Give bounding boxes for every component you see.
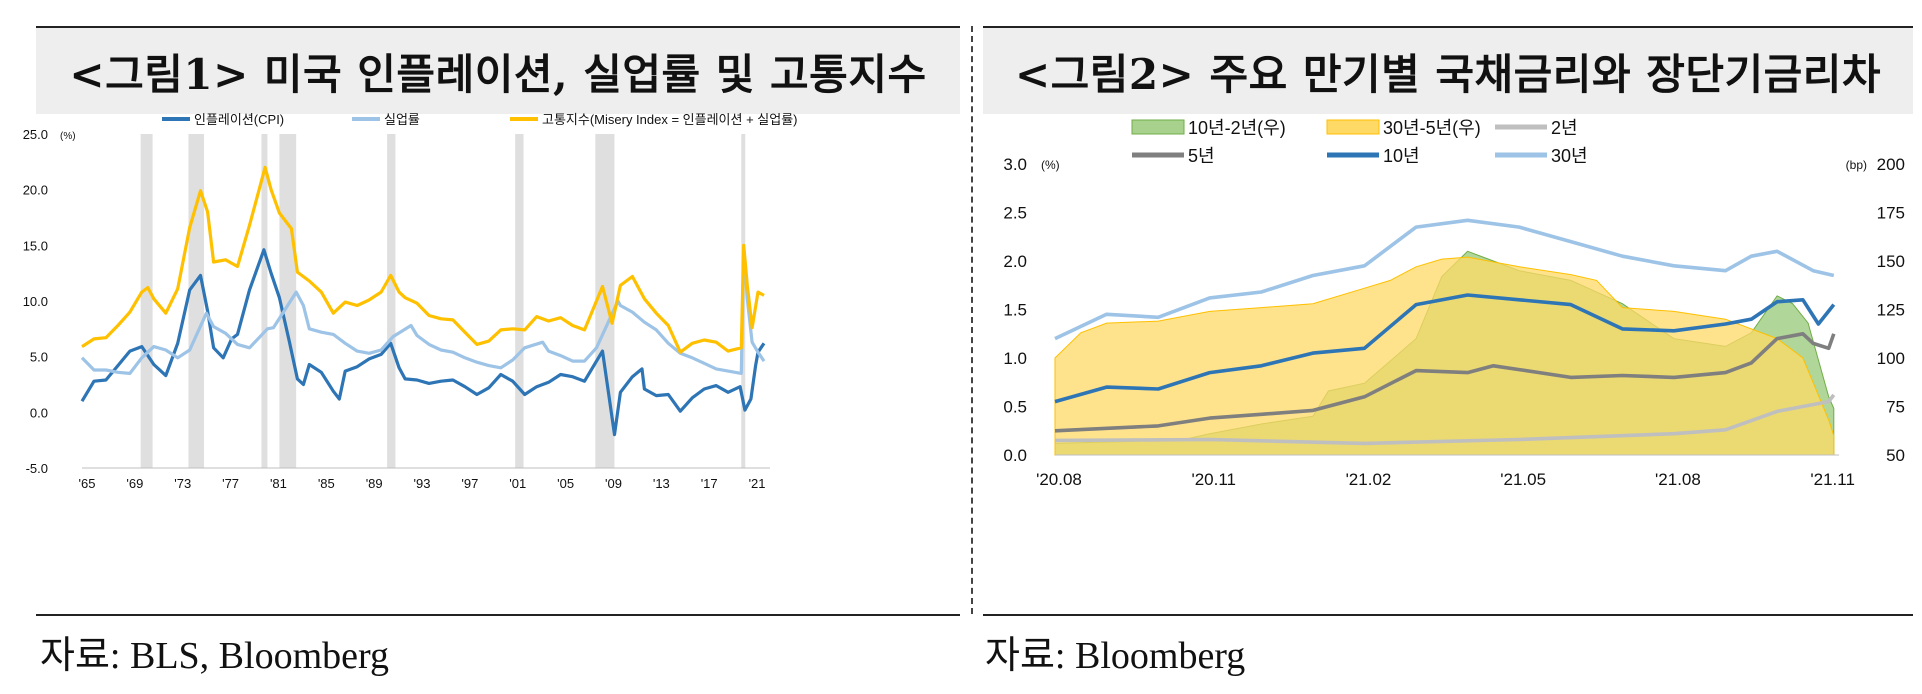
y-tick-label-5-0: -5.0 — [26, 461, 48, 476]
x-tick-label-97: '97 — [461, 476, 478, 491]
y-tick-label-20-0: 20.0 — [23, 183, 48, 198]
figure-1-source: 자료: BLS, Bloomberg — [40, 635, 389, 677]
figure-2-panel: <그림2> 주요 만기별 국채금리와 장단기금리차 3.0 2.5 2.0 1.5 1.… — [975, 0, 1922, 694]
y-tick-label-0-0: 0.0 — [30, 405, 48, 420]
y-right-tick-50: 50 — [1886, 446, 1905, 465]
recession-band-3 — [279, 134, 297, 468]
y-left-tick-1-5: 1.5 — [1003, 301, 1027, 320]
panel-divider — [971, 26, 973, 614]
legend-label-2: 고통지수(Misery Index = 인플레이션 + 실업률) — [542, 112, 798, 127]
y-tick-label-5-0: 5.0 — [30, 350, 48, 365]
y-right-tick-125: 125 — [1877, 301, 1905, 320]
x-tick-label-21-05: '21.05 — [1500, 470, 1546, 489]
x-tick-label-21: '21 — [749, 476, 766, 491]
x-tick-label-81: '81 — [270, 476, 287, 491]
series-line-0 — [1054, 393, 1836, 446]
figure-1-bottom-rule — [36, 614, 960, 616]
x-tick-label-20-11: '20.11 — [1191, 470, 1236, 489]
series-line-0 — [80, 248, 766, 437]
x-tick-label-65: '65 — [79, 476, 96, 491]
figure-1-chart: 25.0 20.0 15.0 10.0 5.0 0.0 -5.0 (%) '65 '69 '73 '7… — [23, 112, 798, 491]
x-tick-label-20-08: '20.08 — [1036, 470, 1082, 489]
area-30-5-1 — [1054, 256, 1835, 456]
figure-1-panel: <그림1> 미국 인플레이션, 실업률 및 고통지수 25.0 20.0 15.0 1… — [23, 26, 960, 677]
series-line-1 — [1054, 332, 1836, 433]
recession-band-2 — [261, 134, 268, 468]
y-tick-label-15-0: 15.0 — [23, 238, 48, 253]
x-tick-label-89: '89 — [366, 476, 383, 491]
legend-swatch-1 — [1326, 119, 1380, 135]
y-right-tick-175: 175 — [1877, 204, 1905, 223]
legend-label-3: 5년 — [1188, 146, 1215, 166]
y-unit-label: (%) — [60, 131, 76, 142]
x-tick-label-05: '05 — [557, 476, 574, 491]
legend-label-1: 30년-5년(우) — [1383, 118, 1481, 138]
x-tick-label-85: '85 — [318, 476, 335, 491]
x-tick-label-73: '73 — [174, 476, 191, 491]
y-left-unit-label: (%) — [1041, 158, 1060, 172]
series-line-3 — [1054, 218, 1835, 341]
y-left-tick-0-0: 0.0 — [1003, 446, 1027, 465]
figure-2-title-bar: <그림2> 주요 만기별 국채금리와 장단기금리차 — [983, 26, 1913, 114]
legend-swatch-0 — [1131, 119, 1185, 135]
x-tick-label-69: '69 — [126, 476, 143, 491]
figure-1-title: <그림1> 미국 인플레이션, 실업률 및 고통지수 — [69, 49, 927, 99]
x-tick-label-09: '09 — [605, 476, 622, 491]
y-left-tick-1-0: 1.0 — [1003, 349, 1027, 368]
figure-2-title: <그림2> 주요 만기별 국채금리와 장단기금리차 — [1014, 49, 1882, 99]
series-line-2 — [1054, 293, 1836, 404]
recession-band-1 — [188, 134, 205, 468]
x-tick-label-21-11: '21.11 — [1810, 470, 1855, 489]
y-left-tick-0-5: 0.5 — [1003, 398, 1027, 417]
x-tick-label-17: '17 — [701, 476, 718, 491]
y-right-unit-label: (bp) — [1846, 158, 1867, 172]
x-tick-label-77: '77 — [222, 476, 239, 491]
y-tick-label-10-0: 10.0 — [23, 294, 48, 309]
legend-label-4: 10년 — [1383, 146, 1420, 166]
recession-band-4 — [387, 134, 396, 468]
x-tick-label-21-02: '21.02 — [1346, 470, 1392, 489]
x-tick-label-01: '01 — [509, 476, 526, 491]
legend-label-0: 10년-2년(우) — [1188, 118, 1286, 138]
y-left-tick-2-5: 2.5 — [1003, 204, 1027, 223]
recession-band-5 — [515, 134, 524, 468]
y-right-tick-150: 150 — [1877, 252, 1905, 271]
legend-label-0: 인플레이션(CPI) — [194, 112, 284, 127]
legend-label-1: 실업률 — [384, 112, 420, 127]
x-tick-label-13: '13 — [653, 476, 670, 491]
figure-2-chart: 3.0 2.5 2.0 1.5 1.0 0.5 0.0 (%) 200 175 150 125 100 7… — [1003, 118, 1905, 489]
y-tick-label-25-0: 25.0 — [23, 127, 48, 142]
figure-2-source: 자료: Bloomberg — [985, 635, 1246, 677]
legend-label-5: 30년 — [1551, 146, 1588, 166]
y-right-tick-75: 75 — [1886, 398, 1905, 417]
recession-band-0 — [140, 134, 153, 468]
x-tick-label-93: '93 — [414, 476, 431, 491]
y-right-tick-200: 200 — [1877, 155, 1905, 174]
series-line-2 — [81, 165, 765, 354]
y-left-tick-2-0: 2.0 — [1003, 252, 1027, 271]
legend-label-2: 2년 — [1551, 118, 1578, 138]
y-right-tick-100: 100 — [1877, 349, 1905, 368]
figure-2-bottom-rule — [983, 614, 1913, 616]
x-tick-label-21-08: '21.08 — [1655, 470, 1701, 489]
figure-1-title-bar: <그림1> 미국 인플레이션, 실업률 및 고통지수 — [36, 26, 960, 114]
y-left-tick-3-0: 3.0 — [1003, 155, 1027, 174]
